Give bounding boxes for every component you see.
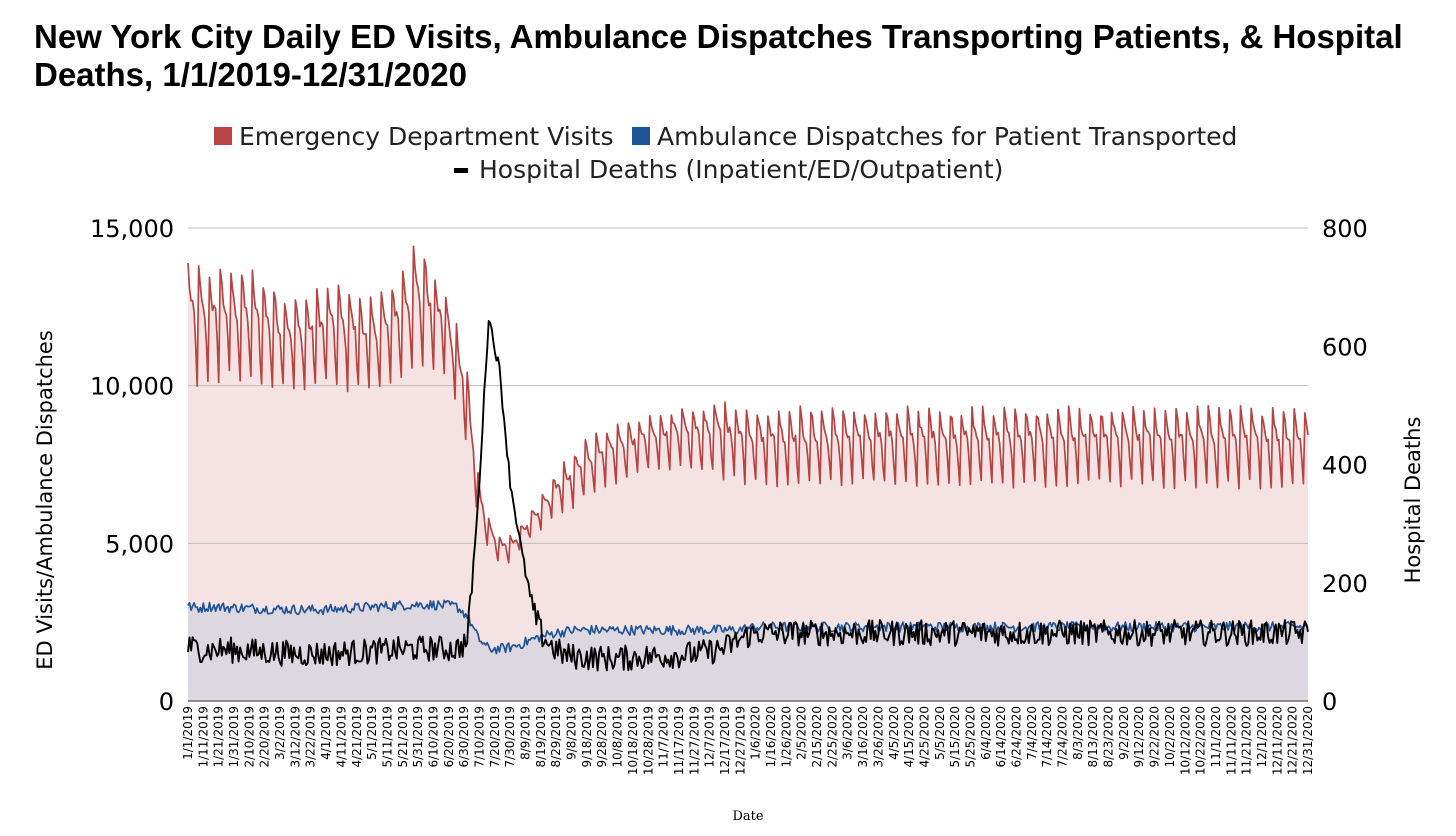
x-tick-label: 11/7/2019: [657, 706, 671, 768]
x-tick-label: 9/2/2020: [1117, 706, 1131, 760]
legend-label-ambulance: Ambulance Dispatches for Patient Transpo…: [657, 122, 1237, 151]
legend-swatch-deaths: [454, 168, 468, 173]
y-tick-label-left: 0: [159, 688, 174, 716]
series-line-ed-visits: [187, 245, 1309, 564]
x-tick-label: 9/28/2019: [595, 706, 609, 768]
x-tick-label: 12/21/2020: [1286, 706, 1300, 775]
x-tick-label: 12/31/2020: [1301, 706, 1315, 775]
x-tick-label: 12/1/2020: [1255, 706, 1269, 768]
x-tick-label: 9/22/2020: [1148, 706, 1162, 768]
x-tick-label: 12/27/2019: [733, 706, 747, 775]
x-tick-label: 3/16/2020: [856, 706, 870, 768]
x-tick-label: 5/31/2019: [411, 706, 425, 768]
y-tick-label-right: 800: [1322, 215, 1368, 243]
y-tick-label-right: 400: [1322, 452, 1368, 480]
x-tick-label: 4/1/2019: [319, 706, 333, 760]
x-tick-label: 9/8/2019: [565, 706, 579, 760]
x-tick-label: 7/4/2020: [1025, 706, 1039, 760]
x-tick-label: 8/29/2019: [549, 706, 563, 768]
x-tick-label: 1/16/2020: [764, 706, 778, 768]
x-tick-label: 7/10/2019: [473, 706, 487, 768]
x-tick-label: 2/25/2020: [825, 706, 839, 768]
x-tick-label: 4/15/2020: [902, 706, 916, 768]
x-tick-label: 10/22/2020: [1194, 706, 1208, 775]
x-tick-label: 11/17/2019: [672, 706, 686, 775]
x-tick-label: 10/28/2019: [641, 706, 655, 775]
x-tick-label: 4/21/2019: [350, 706, 364, 768]
y-tick-label-left: 10,000: [90, 373, 174, 401]
legend-swatch-ed-visits: [214, 127, 232, 145]
y-tick-label-left: 15,000: [90, 215, 174, 243]
x-tick-label: 6/10/2019: [427, 706, 441, 768]
x-tick-label: 1/31/2019: [227, 706, 241, 768]
x-tick-label: 5/15/2020: [948, 706, 962, 768]
y-tick-label-right: 600: [1322, 333, 1368, 361]
x-tick-label: 7/20/2019: [488, 706, 502, 768]
x-tick-label: 11/21/2020: [1240, 706, 1254, 775]
legend-label-ed-visits: Emergency Department Visits: [239, 122, 613, 151]
x-tick-label: 8/19/2019: [534, 706, 548, 768]
x-tick-label: 6/14/2020: [994, 706, 1008, 768]
x-tick-label: 7/14/2020: [1040, 706, 1054, 768]
x-tick-label: 9/12/2020: [1132, 706, 1146, 768]
x-tick-label: 4/11/2019: [334, 706, 348, 768]
x-tick-label: 3/26/2020: [871, 706, 885, 768]
x-tick-label: 8/13/2020: [1086, 706, 1100, 768]
x-tick-label: 10/2/2020: [1163, 706, 1177, 768]
x-tick-label: 1/6/2020: [749, 706, 763, 760]
y-tick-label-left: 5,000: [105, 530, 174, 558]
x-tick-label: 9/18/2019: [580, 706, 594, 768]
y-axis-title-left: ED Visits/Ambulance Dispatches: [33, 330, 57, 670]
x-tick-label: 11/11/2020: [1224, 706, 1238, 775]
x-tick-label: 1/26/2020: [779, 706, 793, 768]
x-tick-label: 5/11/2019: [381, 706, 395, 768]
x-tick-label: 12/7/2019: [703, 706, 717, 768]
x-tick-label: 5/21/2019: [396, 706, 410, 768]
series-line-ambulance: [187, 599, 1309, 655]
x-tick-label: 10/8/2019: [611, 706, 625, 768]
x-tick-label: 1/21/2019: [212, 706, 226, 768]
x-tick-label: 8/3/2020: [1071, 706, 1085, 760]
legend: Emergency Department Visits Ambulance Di…: [214, 122, 1237, 184]
x-tick-label: 6/30/2019: [457, 706, 471, 768]
x-tick-label: 5/1/2019: [365, 706, 379, 760]
x-tick-label: 3/2/2019: [273, 706, 287, 760]
x-tick-label: 10/12/2020: [1178, 706, 1192, 775]
x-tick-label: 5/25/2020: [964, 706, 978, 768]
legend-swatch-ambulance: [632, 127, 650, 145]
x-tick-label: 8/23/2020: [1102, 706, 1116, 768]
x-tick-label: 2/20/2019: [258, 706, 272, 768]
x-tick-label: 6/4/2020: [979, 706, 993, 760]
series-line-hospital-deaths: [187, 320, 1309, 672]
x-tick-label: 7/30/2019: [503, 706, 517, 768]
x-tick-label: 3/22/2019: [304, 706, 318, 768]
x-tick-label: 1/1/2019: [181, 706, 195, 760]
x-tick-label: 3/12/2019: [288, 706, 302, 768]
x-tick-label: 4/25/2020: [917, 706, 931, 768]
x-tick-label: 6/24/2020: [1010, 706, 1024, 768]
x-tick-label: 7/24/2020: [1056, 706, 1070, 768]
x-tick-label: 4/5/2020: [887, 706, 901, 760]
y-axis-title-right: Hospital Deaths: [1401, 417, 1425, 584]
x-tick-label: 1/11/2019: [196, 706, 210, 768]
y-tick-label-right: 200: [1322, 570, 1368, 598]
series-area-ed-visits: [188, 246, 1308, 702]
x-tick-label: 11/27/2019: [687, 706, 701, 775]
x-tick-label: 11/1/2020: [1209, 706, 1223, 768]
x-tick-label: 8/9/2019: [519, 706, 533, 760]
x-tick-label: 2/5/2020: [795, 706, 809, 760]
legend-label-deaths: Hospital Deaths (Inpatient/ED/Outpatient…: [479, 155, 1003, 184]
x-tick-label: 12/11/2020: [1270, 706, 1284, 775]
x-tick-label: 6/20/2019: [442, 706, 456, 768]
x-axis-title: Date: [732, 809, 763, 824]
x-tick-label: 10/18/2019: [626, 706, 640, 775]
y-tick-label-right: 0: [1322, 688, 1337, 716]
x-tick-label: 3/6/2020: [841, 706, 855, 760]
x-tick-label: 2/15/2020: [810, 706, 824, 768]
chart-title: New York City Daily ED Visits, Ambulance…: [34, 18, 1403, 93]
x-tick-label: 12/17/2019: [718, 706, 732, 775]
x-tick-label: 5/5/2020: [933, 706, 947, 760]
x-tick-label: 2/10/2019: [242, 706, 256, 768]
